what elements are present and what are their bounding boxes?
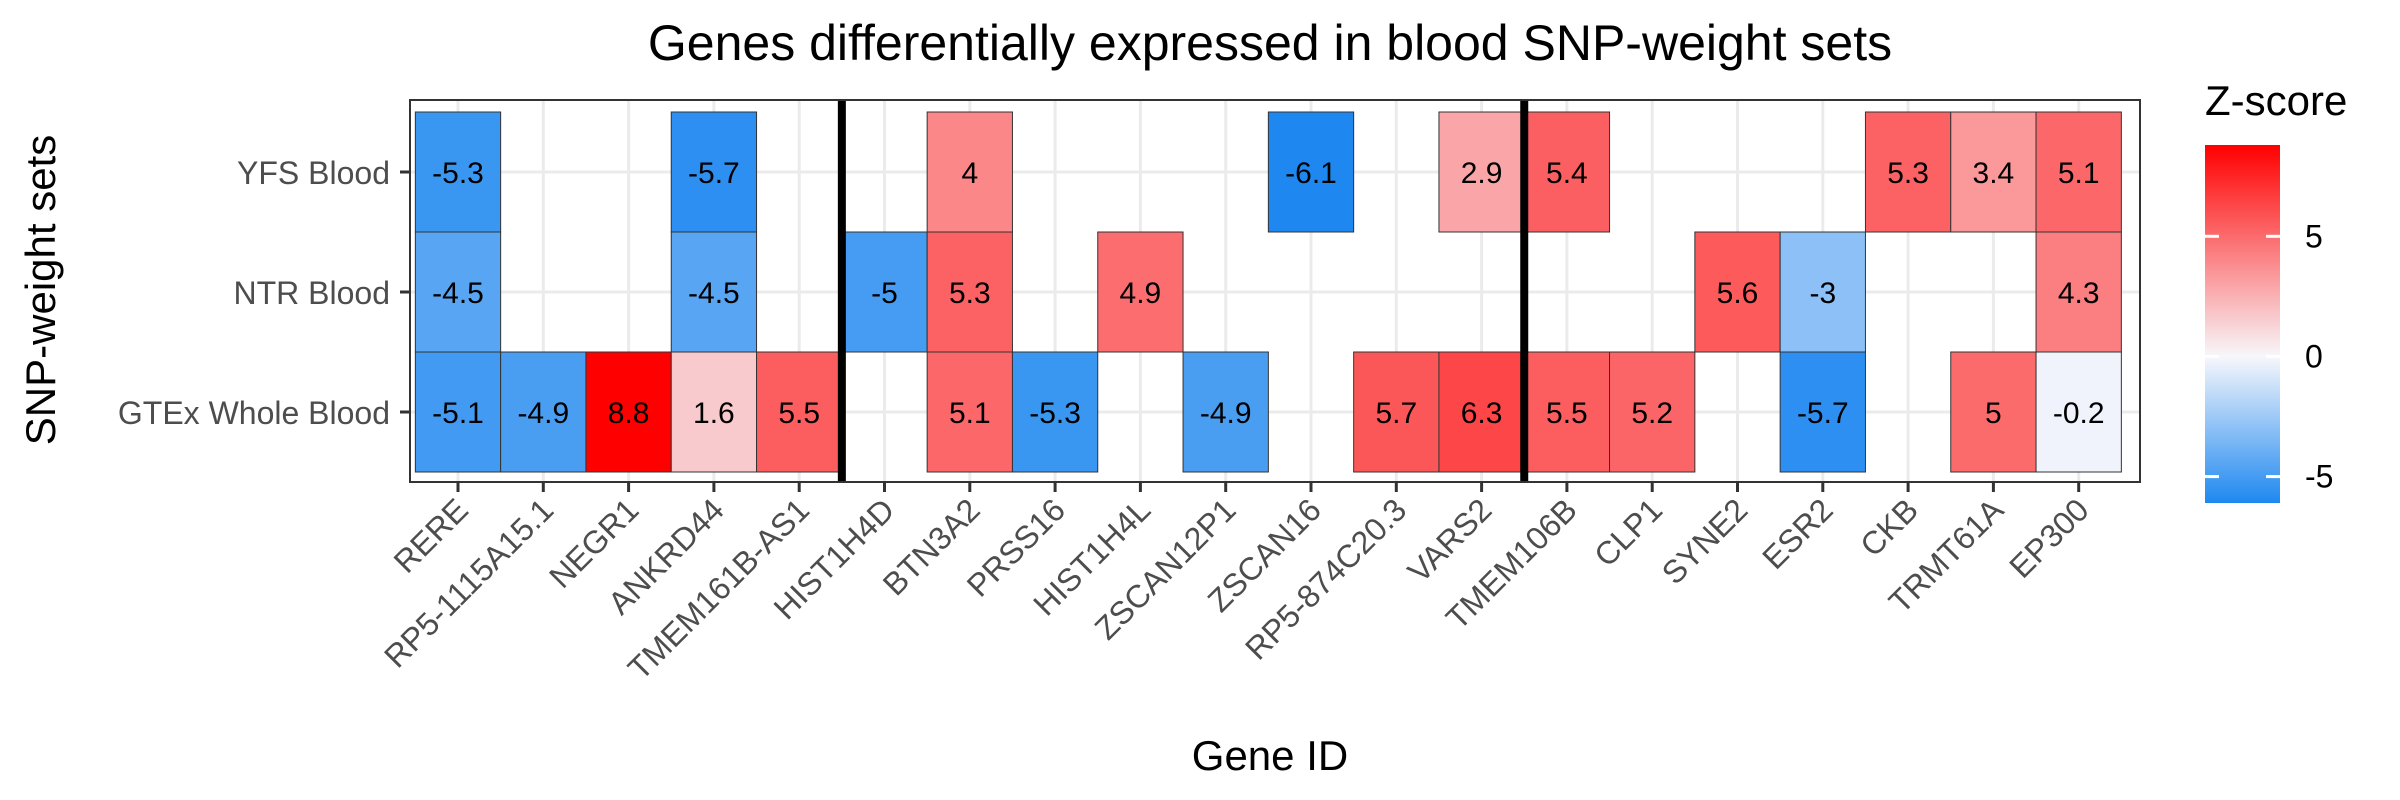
cell-value-label: 5.4: [1546, 157, 1588, 190]
heatmap-cell: [670, 111, 758, 233]
heatmap-cell: [1182, 351, 1269, 473]
cell-value-label: 5.1: [949, 397, 991, 430]
heatmap-cell: [1779, 351, 1866, 473]
heatmap-cell: [1694, 231, 1781, 353]
heatmap-cell: [756, 351, 843, 473]
cell-value-label: 5.7: [1375, 397, 1417, 430]
cell-value-label: -4.9: [517, 397, 569, 430]
heatmap-cell: [1779, 231, 1866, 353]
cell-value-label: 4.9: [1120, 277, 1162, 310]
x-tick-label: SYNE2: [1655, 491, 1755, 591]
legend-color-bar: [2205, 145, 2280, 503]
cell-value-label: 5.6: [1717, 277, 1759, 310]
cell-value-label: -5.3: [1029, 397, 1081, 430]
heatmap-cell: [926, 351, 1013, 473]
cell-value-label: -5.1: [432, 397, 484, 430]
heatmap-cell: [2035, 111, 2122, 233]
cell-value-label: 5.2: [1631, 397, 1673, 430]
cell-value-label: -3: [1809, 277, 1836, 310]
cell-value-label: 5.3: [949, 277, 991, 310]
heatmap-cell: [1097, 231, 1184, 353]
cell-value-label: -6.1: [1285, 157, 1337, 190]
heatmap-cell: [1011, 351, 1099, 473]
cell-value-label: 4: [961, 157, 978, 190]
cell-value-label: -4.5: [432, 277, 484, 310]
heatmap-cell: [926, 231, 1013, 353]
cell-value-label: 5.1: [2058, 157, 2100, 190]
cell-value-label: -4.5: [688, 277, 740, 310]
y-tick-label: YFS Blood: [237, 155, 390, 191]
chart-title: Genes differentially expressed in blood …: [648, 15, 1892, 71]
cell-value-label: -5.7: [688, 157, 740, 190]
cell-value-label: 5.3: [1887, 157, 1929, 190]
heatmap-cell: [2035, 231, 2122, 353]
heatmap-cell: [670, 231, 758, 353]
heatmap-cell: [500, 351, 587, 473]
heatmap-cell: [670, 351, 758, 473]
legend-tick-label: -5: [2305, 459, 2333, 495]
legend-title: Z-score: [2205, 77, 2347, 124]
x-axis-title: Gene ID: [1192, 732, 1348, 779]
cell-value-label: -5.7: [1797, 397, 1849, 430]
cell-value-label: 5: [1985, 397, 2002, 430]
heatmap-cell: [1267, 111, 1355, 233]
cell-value-label: -0.2: [2053, 397, 2105, 430]
legend-tick-label: 0: [2305, 338, 2323, 374]
heatmap-cell: [1609, 351, 1696, 473]
cell-value-label: 3.4: [1973, 157, 2015, 190]
heatmap-cell: [1523, 111, 1611, 233]
cell-value-label: 5.5: [778, 397, 820, 430]
cell-value-label: -5.3: [432, 157, 484, 190]
cell-value-label: 1.6: [693, 397, 735, 430]
y-axis-title: SNP-weight sets: [17, 135, 64, 445]
cell-value-label: 5.5: [1546, 397, 1588, 430]
cell-value-label: -5: [871, 277, 898, 310]
y-tick-label: NTR Blood: [234, 275, 391, 311]
heatmap-cell: [1950, 111, 2037, 233]
x-tick-label: CKB: [1853, 491, 1925, 563]
cell-value-label: 4.3: [2058, 277, 2100, 310]
cell-value-label: 2.9: [1461, 157, 1503, 190]
cell-value-label: 8.8: [608, 397, 650, 430]
x-tick-label: ESR2: [1755, 491, 1840, 576]
heatmap-cell: [1864, 111, 1952, 233]
x-tick-label: CLP1: [1587, 491, 1669, 573]
heatmap-cell: [1950, 351, 2037, 473]
x-tick-label: EP300: [2002, 491, 2095, 584]
legend-tick-label: 5: [2305, 218, 2323, 254]
cell-value-label: 6.3: [1461, 397, 1503, 430]
cell-value-label: -4.9: [1200, 397, 1252, 430]
heatmap-cell: [1523, 351, 1611, 473]
heatmap-cell: [414, 231, 502, 353]
heatmap-cell: [2035, 351, 2122, 473]
y-tick-label: GTEx Whole Blood: [118, 395, 390, 431]
